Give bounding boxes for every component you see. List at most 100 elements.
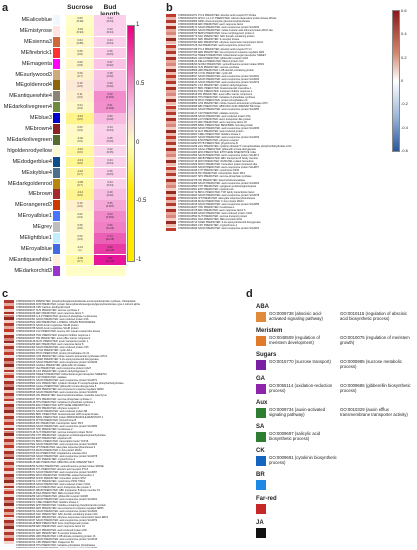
expression-cell (166, 44, 176, 48)
heatmap-cell: 0.44 (0.04) (94, 156, 126, 168)
expression-cell (166, 38, 176, 42)
heatmap-cell: -0.09 (0.7) (66, 178, 94, 189)
module-label: MEbrown4 (25, 126, 52, 132)
expression-cell (4, 439, 14, 443)
gene-row: CHR0000011930 SAUR PREDICTED: auxin-resp… (178, 166, 259, 170)
gene-row: CHR0000008817 SAUR PREDICTED: auxin-resp… (178, 74, 260, 78)
module-color-swatch (53, 222, 60, 233)
expression-cell (4, 424, 14, 428)
expression-cell (166, 26, 176, 30)
heatmap-cell: 0.45 (0.03) (94, 167, 126, 179)
heatmap-cell: 0.16 (0.5) (66, 80, 94, 91)
gene-row: CHR0000011041 ETR PREDICTED: ethylene re… (178, 138, 239, 142)
gene-row: CHR0000010258 SAUR PREDICTED: auxin-indu… (178, 114, 251, 118)
gene-row: CHR0000005779 NAC PREDICTED: NAC domain-… (178, 35, 255, 39)
gene-row: CHR0000009749 PP2C PREDICTED: protein ph… (178, 99, 248, 103)
heatmap-cell: 0.03 (0.9) (66, 233, 94, 244)
expression-cell (166, 193, 176, 197)
gene-row: CHR0000004582 PP2C PREDICTED: protein ph… (16, 351, 90, 355)
go-category-title: SA (256, 424, 265, 430)
heatmap-cell: 0.45 (0.03) (94, 134, 126, 146)
expression-cell (4, 369, 14, 373)
gene-row: CHR0000008021 GID1 PREDICTED: gibberelli… (178, 56, 249, 60)
gene-row: CHR0000010147 CAT PREDICTED: catalase is… (178, 111, 239, 115)
module-color-swatch (53, 102, 60, 113)
expression-cell (4, 468, 14, 472)
expression-cell (4, 482, 14, 486)
gene-row: CHR0000010823 CRE1 PREDICTED: histidine … (178, 132, 241, 136)
gene-row: CHR0000008705 CYCD PREDICTED: cyclin-D3 (178, 71, 232, 75)
expression-cell (4, 476, 14, 480)
heatmap-cell: 0.05 (0.8) (66, 222, 94, 233)
expression-cell (166, 190, 176, 194)
expression-cell (166, 84, 176, 88)
heatmap-cell: 0.63 (0.001) (94, 211, 126, 222)
gene-row: CHR0000007815 D14 PREDICTED: strigolacto… (16, 452, 87, 456)
gene-row: CHR0000011718 WOX PREDICTED: WUSCHEL-rel… (178, 160, 254, 164)
gene-row: CHR0000008471 SAUR PREDICTED: auxin-resp… (16, 470, 98, 474)
gene-row: CHR0000009968 ABF PREDICTED: ABSCISIC AC… (178, 105, 261, 109)
expression-cell (166, 197, 176, 201)
gene-row: CHR0000006926 SAUR PREDICTED: auxin-resp… (16, 424, 98, 428)
gene-row: CHR0000001971 PYL6 PREDICTED: abscisic a… (178, 14, 257, 17)
module-color-swatch (53, 134, 60, 145)
module-color-swatch (53, 69, 60, 80)
expression-cell (4, 323, 14, 327)
module-label: MEdodgerblue4 (12, 158, 53, 165)
gene-row: CHR0000005037 IAA PREDICTED: auxin-respo… (16, 367, 92, 371)
expression-cell (166, 53, 176, 57)
expression-cell (4, 366, 14, 370)
gene-row: CHR0000008134 DELLA PREDICTED: DELLA pro… (178, 59, 244, 63)
colorbar-tick-label: 0 (136, 139, 140, 146)
gene-row: CHR0000013712 NCED PREDICTED: 9-cis-epox… (178, 221, 261, 225)
expression-cell (4, 343, 14, 347)
panel-letter-c: c (2, 288, 9, 300)
gene-row: CHR0000005693 GA2ox PREDICTED: gibberell… (16, 385, 97, 389)
gene-row: CHR0000006815 PIF PREDICTED: transcripti… (16, 421, 83, 425)
go-category-title: ABA (256, 304, 269, 310)
expression-cell (166, 81, 176, 85)
gene-row: CHR0000006259 EIN3 PREDICTED: ETHYLENE I… (16, 403, 90, 407)
gene-row: CHR0000009033 SAUR PREDICTED: auxin-resp… (178, 77, 260, 81)
gene-list-c: CHR0000002371 PREDICTED: phosphoribosyla… (16, 300, 242, 548)
expression-cell (166, 35, 176, 39)
colorbar-tick-label: 1 (136, 22, 140, 28)
gene-row: CHR0000001972 AHG3 1.4.1.17 PREDICTED: c… (178, 17, 277, 21)
go-category-swatch (256, 432, 266, 442)
go-category-title: Aux (256, 400, 268, 406)
expression-cell (4, 459, 14, 463)
correlation-colorbar (127, 25, 135, 262)
gene-row: CHR0000010582 LBD PREDICTED: LOB domain-… (16, 534, 96, 538)
expression-cell (4, 372, 14, 376)
gene-row: CHR0000013378 ARF PREDICTED: auxin respo… (178, 209, 246, 212)
heatmap-cell: 0.74 (6e-05) (94, 233, 126, 244)
expression-cell (166, 111, 176, 115)
module-label: MEskyblue4 (21, 169, 52, 176)
gene-list-b: CHR0000001971 PYL6 PREDICTED: abscisic a… (178, 14, 386, 231)
module-color-swatch (53, 167, 60, 178)
expression-cell (4, 395, 14, 399)
expression-cell (4, 436, 14, 440)
module-label: MEbrown (28, 191, 52, 198)
go-category-title: Far-red (256, 496, 277, 502)
gene-row: CHR0000008704 CYP PREDICTED: cytochrome … (16, 479, 86, 483)
heatmap-cell: 0.43 (0.04) (94, 25, 126, 37)
expression-cell (166, 227, 176, 231)
gene-row: CHR0000013156 SAUR PREDICTED: auxin-resp… (178, 202, 260, 206)
expression-cell (4, 317, 14, 321)
expression-cell (166, 99, 176, 103)
expression-cell (4, 500, 14, 503)
expression-colorbar-tick: 0.2 (401, 54, 407, 60)
expression-cell (166, 181, 176, 185)
expression-cell (4, 520, 14, 524)
gene-row: CHR0000006360 ETR PREDICTED: ethylene re… (16, 406, 79, 410)
gene-row: CHR0000009852 GH3 PREDICTED: indole-3-ac… (178, 102, 268, 106)
gene-row: CHR0000007512 SWEET PREDICTED: bidirecti… (178, 53, 267, 57)
expression-cell (166, 148, 176, 152)
expression-cell (4, 360, 14, 364)
module-label: MEorangered3 (14, 202, 52, 209)
gene-row: CHR0000010693 SAUR PREDICTED: auxin-resp… (16, 537, 98, 541)
expression-colorbar-tick: -0.2 (401, 101, 408, 107)
expression-cell (166, 96, 176, 100)
gene-row: CHR0000003308 G-6-P PREDICTED: glucose-6… (16, 315, 98, 319)
